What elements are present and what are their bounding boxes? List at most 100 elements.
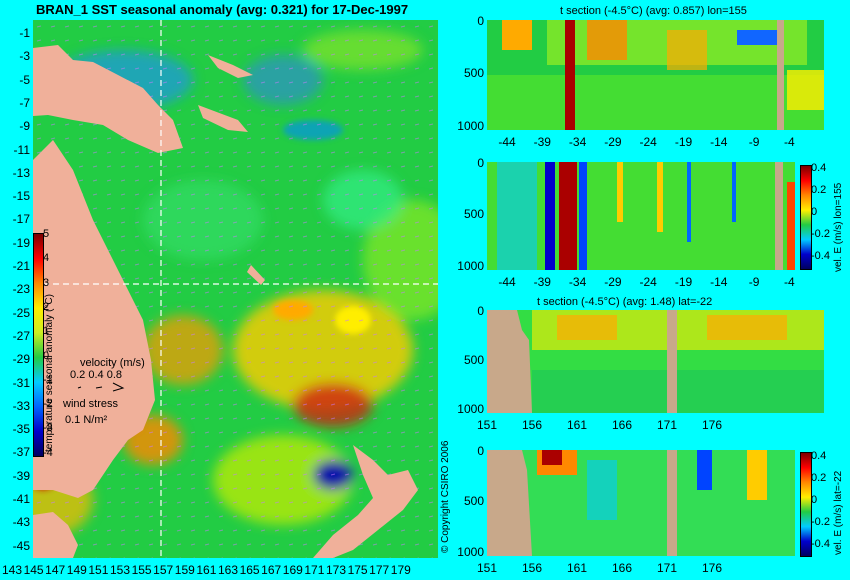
- panel-x-tick-label: -14: [710, 135, 728, 149]
- map-x-tick-label: 163: [217, 563, 239, 577]
- panel-3-temperature-section-lat: [487, 310, 824, 413]
- copyright-text: © Copyright CSIRO 2006: [440, 440, 451, 553]
- map-x-tick-label: 171: [304, 563, 325, 577]
- panel-x-tick-label: -29: [604, 135, 622, 149]
- panel-x-tick-label: 161: [566, 561, 588, 575]
- panel-x-tick-label: 166: [611, 561, 633, 575]
- map-y-tick-label: -3: [19, 49, 30, 64]
- panel-x-tick-label: -29: [604, 275, 622, 289]
- panel-1-title: t section (-4.5°C) (avg: 0.857) lon=155: [560, 5, 747, 17]
- panel-colorbar-tick: 0: [811, 206, 818, 218]
- panel-colorbar-tick: -0.4: [811, 538, 830, 550]
- map-y-tick-label: -19: [12, 235, 30, 250]
- map-y-tick-label: -1: [19, 26, 30, 40]
- panel-x-tick-label: -24: [639, 275, 657, 289]
- panel-y-tick-label: 1000: [457, 402, 484, 417]
- panel-x-tick-label: -24: [639, 135, 657, 149]
- map-x-tick-label: 161: [196, 563, 217, 577]
- panel-y-tick-label: 500: [463, 66, 484, 81]
- new-guinea-land: [33, 45, 183, 153]
- map-x-tick-label: 145: [23, 563, 44, 577]
- map-colorbar-tick: 2: [43, 300, 50, 313]
- map-y-tick-label: -45: [12, 538, 30, 553]
- map-colorbar-label: temperature seasonal anomaly (°C): [44, 294, 55, 452]
- panel-y-tick-label: 0: [477, 304, 484, 318]
- new-britain-land: [208, 55, 253, 78]
- map-y-tick-label: -43: [12, 515, 30, 530]
- map-colorbar-tick: -1: [43, 373, 53, 386]
- panel-x-tick-label: -39: [533, 135, 551, 149]
- panel-x-tick-label: 156: [521, 418, 543, 432]
- panel-y-tick-label: 1000: [457, 544, 484, 559]
- map-y-tick-label: -27: [12, 328, 30, 343]
- map-y-tick-label: -39: [12, 468, 30, 483]
- panel-y-tick-label: 500: [463, 353, 484, 368]
- panel-y-tick-label: 1000: [457, 118, 484, 133]
- map-colorbar-tick: -4: [43, 446, 53, 459]
- map-x-tick-label: 153: [109, 563, 131, 577]
- map-y-tick-label: -35: [12, 422, 30, 437]
- map-y-tick-label: -37: [12, 445, 30, 460]
- map-y-tick-label: -29: [12, 352, 30, 367]
- panel-colorbar-tick: 0.4: [811, 162, 827, 174]
- tasmania-land: [33, 512, 78, 558]
- panel-x-tick-label: 176: [701, 418, 723, 432]
- panel-4-colorbar-label: vel. E (m/s) lat=-22: [833, 470, 844, 555]
- map-y-tick-label: -41: [12, 492, 30, 506]
- map-x-tick-label: 175: [347, 563, 368, 577]
- panel-colorbar-tick: 0.2: [811, 184, 827, 196]
- panel-colorbar-tick: 0: [811, 494, 818, 506]
- map-x-tick-label: 179: [390, 563, 411, 577]
- panel-3-title: t section (-4.5°C) (avg: 1.48) lat=-22: [537, 296, 713, 308]
- map-y-tick-label: -33: [12, 398, 30, 413]
- panel-x-tick-label: -4: [784, 275, 795, 289]
- panel-y-tick-label: 0: [477, 444, 484, 458]
- panel-2-colorbar-label: vel. E (m/s) lon=155: [833, 182, 844, 272]
- map-y-tick-label: -31: [12, 375, 30, 390]
- panel-x-tick-label: 171: [656, 418, 678, 432]
- panel-1-temperature-section-lon: [487, 20, 824, 130]
- velocity-legend-title: velocity (m/s): [80, 357, 145, 369]
- panel-x-tick-label: 151: [476, 561, 498, 575]
- panel-2-colorbar: [800, 165, 812, 270]
- velocity-legend-arrows: [68, 382, 128, 392]
- map-x-tick-label: 177: [369, 563, 390, 577]
- map-y-tick-label: -21: [12, 259, 30, 273]
- panel-x-tick-label: -19: [674, 275, 693, 289]
- panel-x-tick-label: -14: [710, 275, 728, 289]
- map-colorbar-tick: 5: [43, 228, 50, 240]
- map-colorbar: [33, 233, 44, 457]
- panel-x-tick-label: 171: [656, 561, 678, 575]
- panel-colorbar-tick: 0.2: [811, 472, 827, 484]
- map-x-tick-label: 155: [131, 563, 152, 577]
- panel-y-tick-label: 500: [463, 494, 484, 509]
- map-y-tick-label: -5: [19, 72, 30, 87]
- panel-x-tick-label: 156: [521, 561, 543, 575]
- panel-colorbar-tick: 0.4: [811, 450, 827, 462]
- panel-y-tick-label: 1000: [457, 258, 484, 273]
- map-x-tick-label: 151: [88, 563, 109, 577]
- map-colorbar-tick: 3: [43, 276, 50, 289]
- map-x-tick-label: 165: [239, 563, 260, 577]
- map-colorbar-tick: -3: [43, 422, 53, 435]
- map-colorbar-tick: 4: [43, 252, 50, 265]
- panel-y-tick-label: 0: [477, 156, 484, 170]
- solomon-islands-land: [198, 105, 248, 132]
- panel-y-tick-label: 500: [463, 207, 484, 222]
- panel-colorbar-tick: -0.4: [811, 250, 830, 262]
- panel-x-tick-label: -34: [568, 135, 587, 149]
- wind-legend-title: wind stress: [63, 398, 119, 410]
- map-y-tick-label: -23: [12, 282, 30, 297]
- panel-4-colorbar: [800, 452, 812, 557]
- map-y-tick-label: -17: [12, 212, 30, 227]
- map-x-tick-label: 173: [325, 563, 347, 577]
- map-x-tick-label: 167: [261, 563, 282, 577]
- panel-x-tick-label: -44: [498, 275, 516, 289]
- panel-x-tick-label: -9: [748, 275, 760, 289]
- panel-x-tick-label: -34: [568, 275, 587, 289]
- map-x-tick-label: 149: [66, 563, 87, 577]
- panel-x-tick-label: -19: [674, 135, 693, 149]
- map-colorbar-tick: 0: [43, 349, 50, 362]
- panel-x-tick-label: 176: [701, 561, 723, 575]
- panel-x-tick-label: -39: [533, 275, 551, 289]
